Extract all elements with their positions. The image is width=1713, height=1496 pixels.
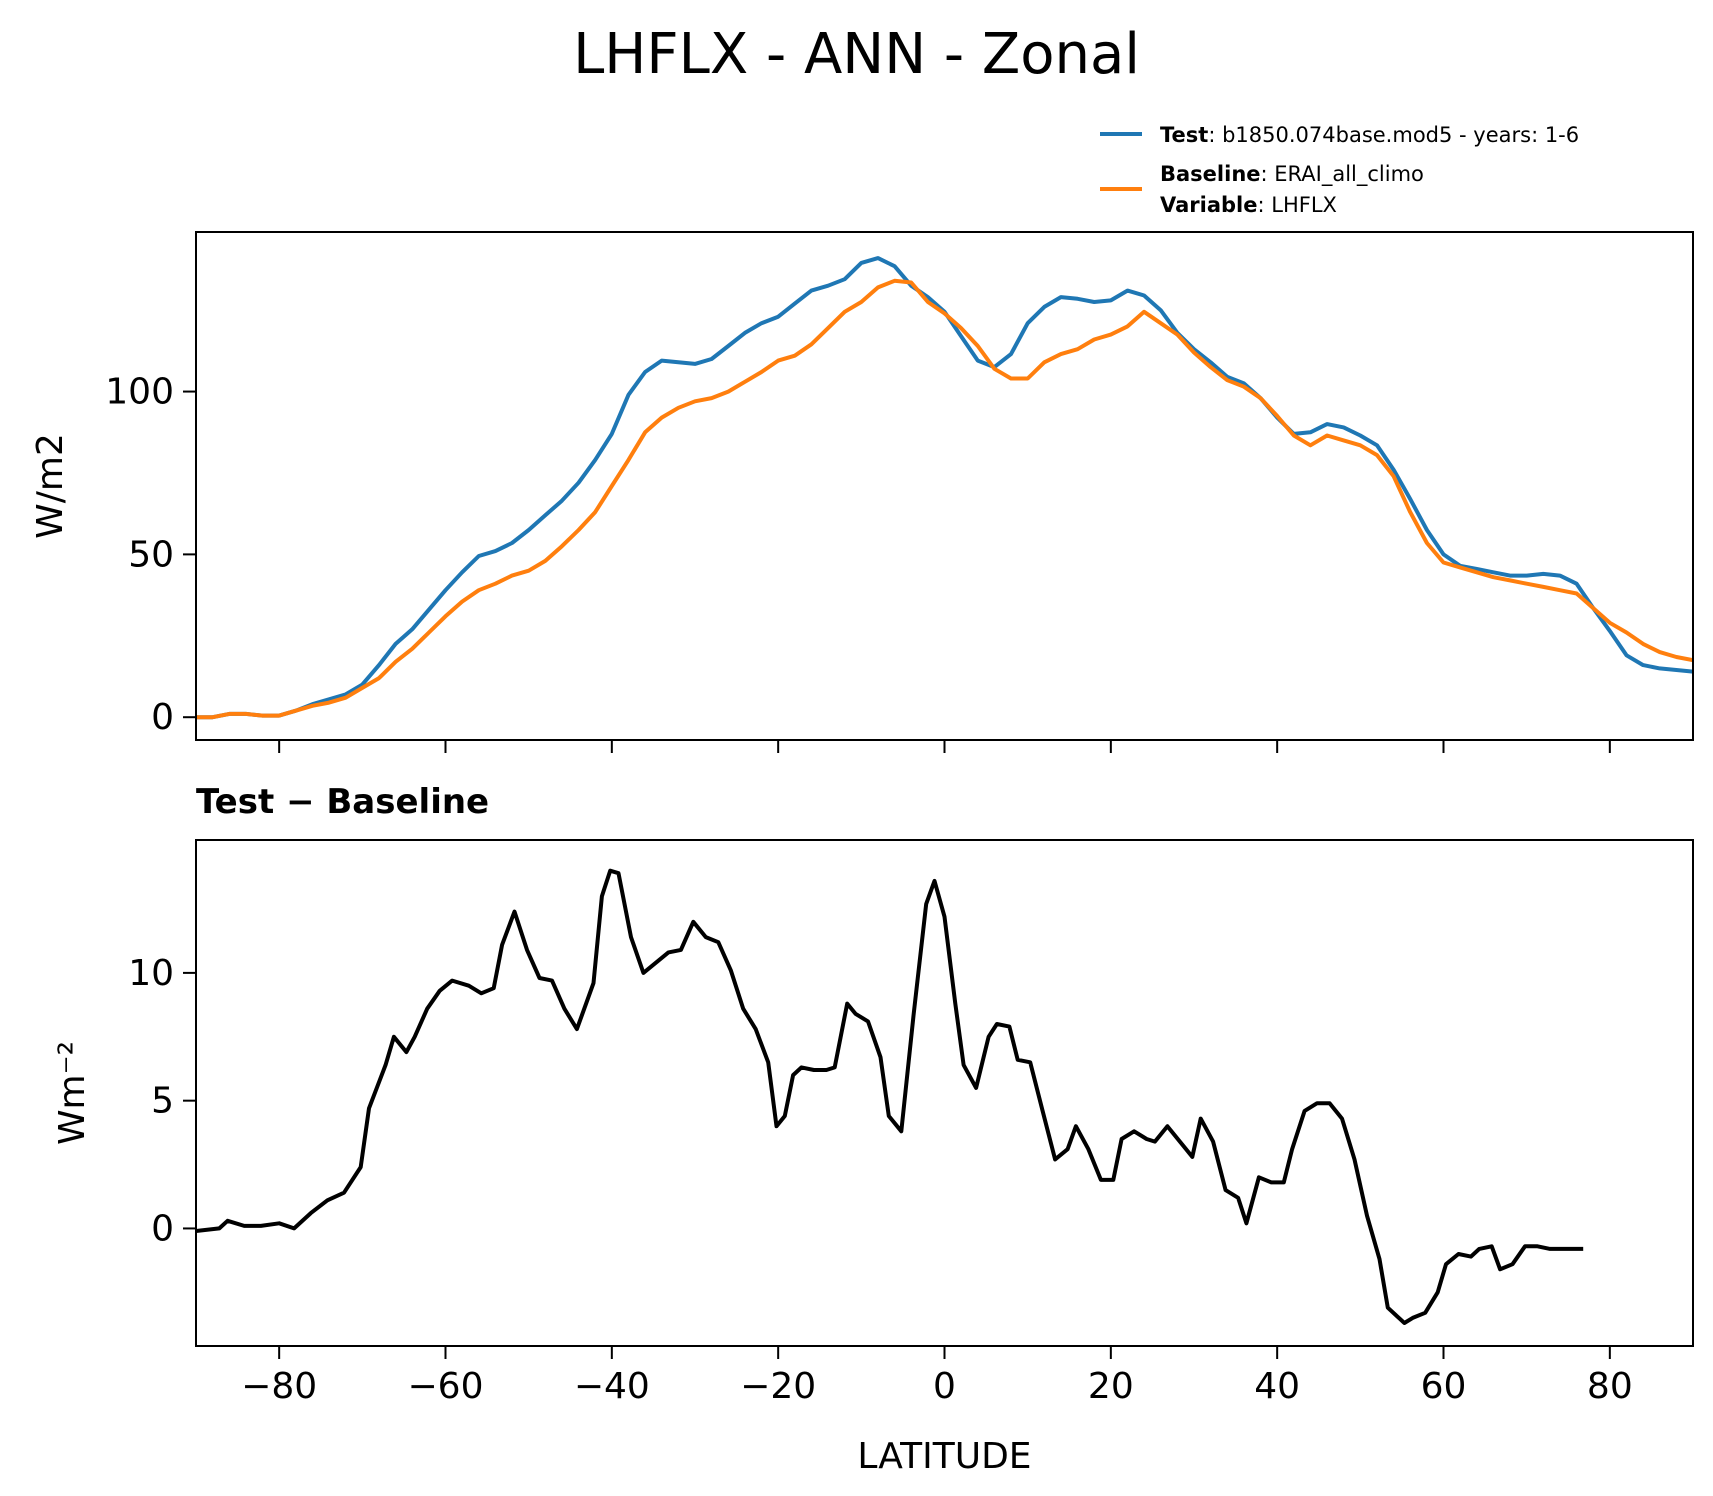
x-tick-label: 60 <box>1421 1366 1467 1407</box>
axes-frame-top <box>195 231 1694 741</box>
legend-key-variable: Variable <box>1160 193 1258 217</box>
x-axis-label: LATITUDE <box>857 1436 1031 1477</box>
x-tick-label: 40 <box>1254 1366 1300 1407</box>
x-tick-label: −40 <box>574 1366 650 1407</box>
x-tick-label: 20 <box>1088 1366 1134 1407</box>
bottom-panel: −80 −60 −40 −20 0 20 40 60 80 0 5 10 Wm⁻² LATITUDE <box>52 839 1694 1477</box>
x-tick-label: 0 <box>933 1366 956 1407</box>
legend-text-test: Test: b1850.074base.mod5 - years: 1-6 <box>1160 123 1580 147</box>
legend-text-variable: Variable: LHFLX <box>1160 193 1337 217</box>
y-tick-label: 100 <box>105 372 174 413</box>
legend-value-variable: LHFLX <box>1271 193 1337 217</box>
legend-entry-baseline: Baseline: ERAI_all_climo Variable: LHFLX <box>1100 159 1579 221</box>
top-panel: 0 50 100 W/m2 <box>30 231 1694 753</box>
y-tick-label: 0 <box>151 697 174 738</box>
legend-key-test: Test <box>1160 123 1209 147</box>
y-tick-label: 50 <box>128 534 174 575</box>
legend-entry-test: Test: b1850.074base.mod5 - years: 1-6 <box>1100 120 1579 151</box>
y-tick-label: 5 <box>151 1081 174 1122</box>
x-tick-label: −20 <box>740 1366 816 1407</box>
y-axis-label-top: W/m2 <box>30 433 71 539</box>
series-line-top-0 <box>196 256 1693 720</box>
legend-swatch-test <box>1100 132 1142 136</box>
legend-swatch-baseline <box>1100 187 1142 191</box>
y-tick-label: 10 <box>128 953 174 994</box>
y-tick-label: 0 <box>151 1208 174 1249</box>
legend-key-baseline: Baseline <box>1160 162 1261 186</box>
x-tick-label: −80 <box>241 1366 317 1407</box>
x-tick-label: 80 <box>1587 1366 1633 1407</box>
y-axis-label-bottom: Wm⁻² <box>52 1041 93 1145</box>
series-line-bottom-0 <box>196 868 1584 1325</box>
series-line-top-1 <box>196 278 1693 720</box>
legend-text-baseline: Baseline: ERAI_all_climo <box>1160 162 1424 186</box>
figure-title: LHFLX - ANN - Zonal <box>573 22 1140 87</box>
legend: Test: b1850.074base.mod5 - years: 1-6 Ba… <box>1100 120 1579 229</box>
difference-panel-title: Test − Baseline <box>196 782 490 822</box>
legend-value-baseline: ERAI_all_climo <box>1274 162 1424 186</box>
x-tick-label: −60 <box>408 1366 484 1407</box>
legend-value-test: b1850.074base.mod5 - years: 1-6 <box>1222 123 1580 147</box>
